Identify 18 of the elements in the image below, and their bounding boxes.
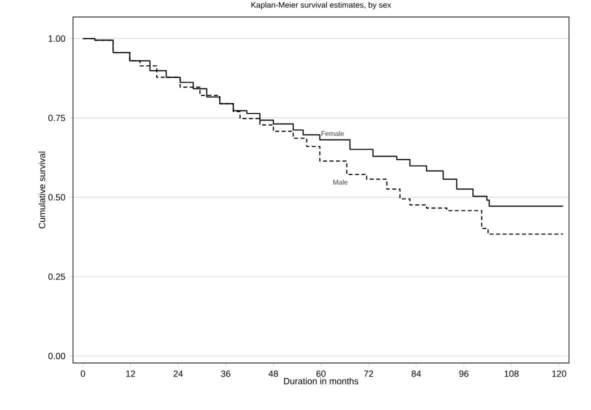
y-axis-title: Cumulative survival: [38, 152, 46, 228]
y-tick-label: 0.50: [48, 194, 66, 200]
y-tick-label: 0.00: [48, 352, 66, 360]
y-tick-label: 1.00: [48, 35, 66, 42]
x-tick-label: 120: [552, 370, 566, 377]
x-tick-label: 36: [221, 370, 230, 377]
y-tick-label: 0.75: [48, 114, 66, 122]
x-tick-label: 60: [316, 370, 326, 377]
x-tick-label: 96: [459, 370, 468, 377]
x-tick-label: 0: [80, 370, 86, 377]
x-tick-label: 108: [504, 370, 519, 377]
x-tick-label: 84: [412, 370, 421, 377]
x-tick-label: 72: [364, 370, 374, 377]
x-tick-label: 48: [268, 370, 278, 377]
x-tick-label: 12: [126, 370, 136, 377]
x-axis-title: Duration in months: [284, 378, 358, 384]
x-tick-label: 24: [174, 370, 183, 377]
y-tick-label: 0.25: [48, 273, 66, 280]
